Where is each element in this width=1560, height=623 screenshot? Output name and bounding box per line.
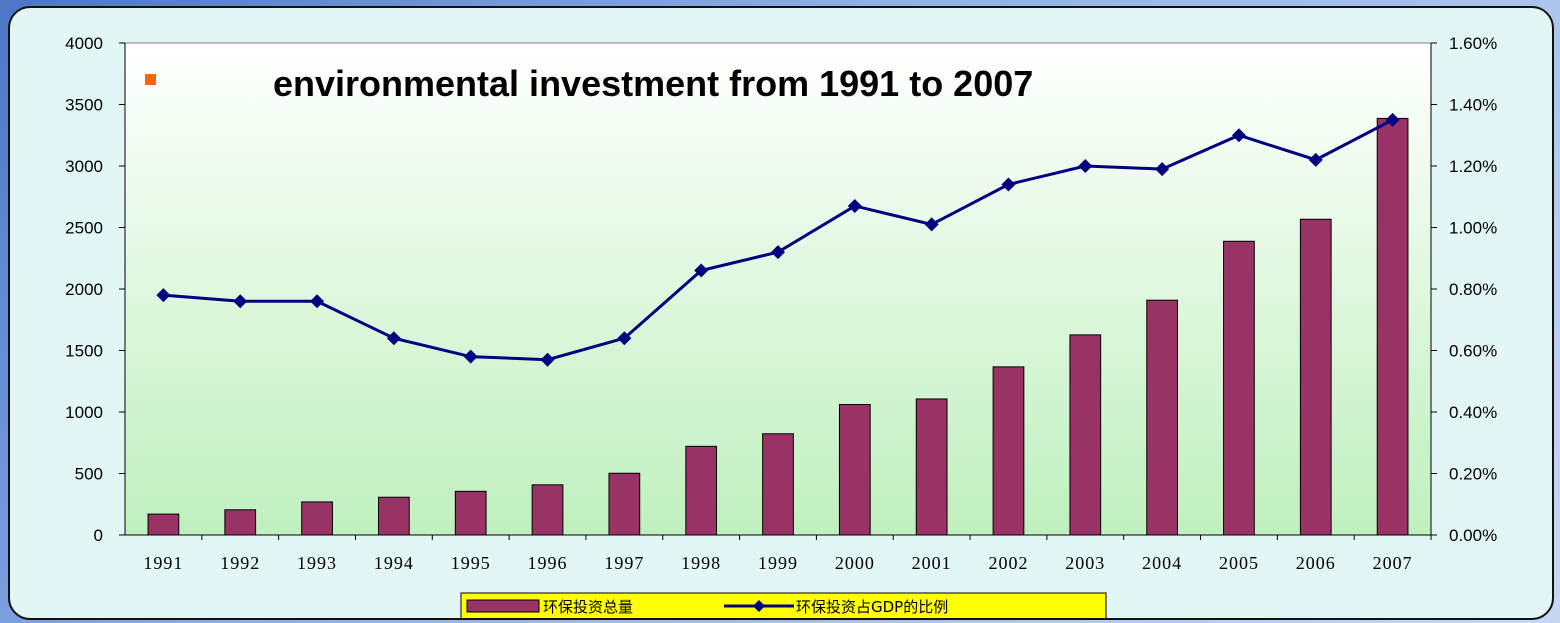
bar-1998	[685, 445, 718, 536]
x-tick-label-2001: 2001	[912, 553, 952, 573]
bar-1995	[454, 490, 487, 536]
x-tick-label-2007: 2007	[1373, 553, 1413, 573]
bar-1994	[378, 496, 410, 536]
line-point-2000	[847, 198, 862, 213]
line-point-1995	[463, 349, 478, 364]
bar-2003	[1069, 334, 1102, 536]
legend: 环保投资总量 环保投资占GDP的比例	[460, 592, 1107, 618]
bar-2002	[992, 366, 1025, 536]
bar-2006	[1299, 218, 1332, 536]
line-point-2007	[1385, 112, 1400, 127]
line-point-2006	[1308, 152, 1323, 167]
x-tick-label-2005: 2005	[1219, 553, 1259, 573]
left-tick-label: 2000	[65, 280, 103, 299]
right-tick-label: 0.80%	[1449, 280, 1497, 299]
line-point-1999	[771, 245, 785, 260]
bar-1996	[531, 484, 564, 536]
line-point-2003	[1078, 159, 1093, 173]
bar-1993	[301, 501, 333, 536]
left-tick-label: 1500	[65, 342, 103, 361]
line-point-1994	[386, 331, 401, 346]
x-tick-label-1997: 1997	[604, 553, 644, 573]
left-tick-label: 3500	[65, 96, 103, 115]
x-tick-label-1995: 1995	[451, 553, 491, 573]
legend-label-bar: 环保投资总量	[543, 598, 633, 616]
right-tick-label: 0.60%	[1449, 342, 1497, 361]
chart: 0 500 1000 1500 2000 2500 3000 3500 4000 0.00% 0.2…	[65, 34, 1497, 618]
line-point-1992	[233, 294, 248, 309]
line-point-1991	[156, 288, 171, 303]
x-tick-label-1992: 1992	[220, 553, 260, 573]
chart-title: environmental investment from 1991 to 20…	[273, 63, 1033, 104]
x-tick-label-1993: 1993	[297, 553, 337, 573]
bar-1997	[608, 472, 641, 536]
line-point-2004	[1155, 162, 1170, 177]
x-tick-label-1999: 1999	[758, 553, 798, 573]
line-point-2001	[924, 217, 939, 232]
right-tick-label: 1.20%	[1449, 157, 1497, 176]
right-tick-label: 1.00%	[1449, 219, 1497, 238]
x-tick-label-2000: 2000	[835, 553, 875, 573]
line-point-1998	[694, 263, 709, 278]
line-point-2002	[1001, 177, 1016, 192]
bar-2000	[838, 403, 871, 536]
line-point-1997	[617, 331, 632, 346]
left-tick-label: 4000	[65, 34, 103, 53]
left-tick-label: 2500	[65, 219, 103, 238]
x-tick-label-2003: 2003	[1065, 553, 1105, 573]
x-tick-label-2004: 2004	[1142, 553, 1182, 573]
right-tick-label: 0.20%	[1449, 465, 1497, 484]
bar-2001	[915, 398, 948, 536]
bar-2005	[1223, 240, 1255, 536]
left-tick-label: 1000	[65, 403, 103, 422]
line-point-1996	[540, 352, 555, 367]
x-tick-label-1991: 1991	[143, 553, 183, 573]
right-tick-label: 1.40%	[1449, 96, 1497, 115]
right-tick-label: 0.40%	[1449, 403, 1497, 422]
left-tick-label: 500	[75, 465, 103, 484]
x-tick-label-1998: 1998	[681, 553, 721, 573]
x-tick-label-1996: 1996	[528, 553, 568, 573]
line-point-1993	[310, 294, 325, 309]
x-tick-label-2002: 2002	[988, 553, 1028, 573]
right-tick-label: 1.60%	[1449, 34, 1497, 53]
chart-panel: 0 500 1000 1500 2000 2500 3000 3500 4000 0.00% 0.2…	[8, 6, 1554, 620]
bar-2004	[1146, 299, 1178, 536]
x-tick-label-2006: 2006	[1296, 553, 1336, 573]
bar-1992	[224, 509, 257, 536]
bar-2007	[1376, 117, 1409, 536]
line-point-2005	[1231, 128, 1246, 143]
left-tick-label: 0	[94, 526, 103, 545]
bar-1991	[147, 513, 180, 536]
legend-label-line: 环保投资占GDP的比例	[796, 598, 948, 616]
bar-1999	[762, 433, 794, 536]
legend-bar-swatch	[466, 599, 540, 613]
left-tick-label: 3000	[65, 157, 103, 176]
title-bullet	[145, 74, 156, 85]
x-tick-label-1994: 1994	[374, 553, 414, 573]
right-tick-label: 0.00%	[1449, 526, 1497, 545]
legend-diamond-marker	[753, 600, 765, 612]
